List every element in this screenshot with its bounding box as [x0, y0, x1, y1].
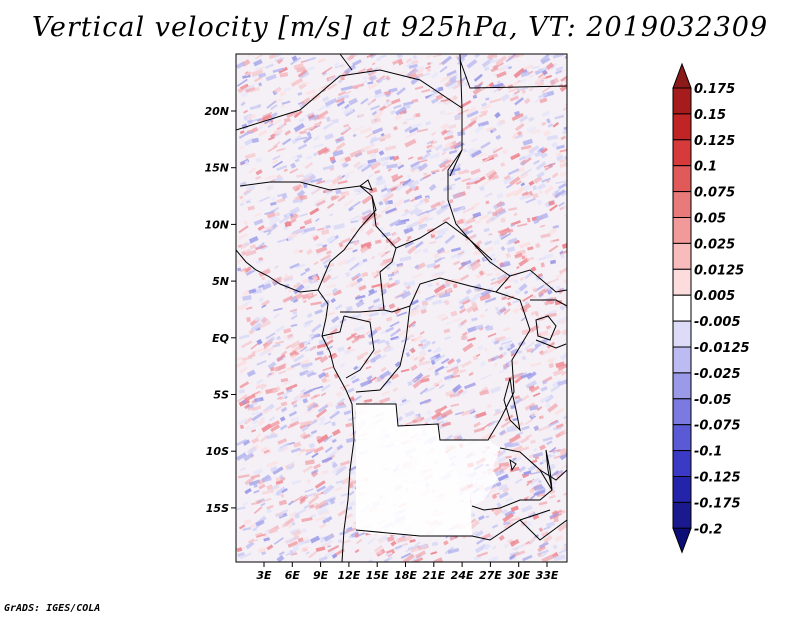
- libya-border: [339, 54, 463, 109]
- colorbar-label: 0.175: [694, 82, 735, 97]
- colorbar-label: 0.05: [694, 212, 726, 227]
- colorbar-swatch: [672, 191, 692, 219]
- gabon-border: [321, 315, 345, 337]
- colorbar-bottom-arrow: [672, 527, 692, 554]
- sudan-border: [459, 59, 567, 293]
- zambia-calm-region: [440, 440, 500, 506]
- zambia-border: [471, 447, 553, 511]
- country-borders: [236, 54, 567, 562]
- colorbar-label: 0.0125: [694, 263, 744, 278]
- colorbar-swatch: [672, 476, 692, 503]
- drc-border: [355, 291, 531, 441]
- lake-victoria: [535, 315, 557, 341]
- colorbar-label: 0.005: [694, 289, 735, 304]
- lon-tick-label: 30E: [507, 569, 530, 582]
- lat-tick-label: 20N: [204, 105, 229, 118]
- lon-tick-label: 18E: [394, 569, 417, 582]
- colorbar-label: -0.1: [694, 445, 722, 460]
- lake-tanganyika: [503, 377, 521, 432]
- colorbar-swatch: [672, 268, 692, 296]
- map-frame: [235, 53, 568, 563]
- lon-tick-label: 15E: [366, 569, 389, 582]
- colorbar: 0.175 0.15 0.125 0.1 0.075 0.05 0.025 0.0125 0.0…: [672, 62, 750, 554]
- lake-chad: [358, 179, 373, 191]
- colorbar-swatch: [672, 294, 692, 322]
- longitude-axis: 3E 6E 9E 12E 15E 18E 21E 24E 27E 30E 33E: [256, 562, 559, 582]
- colorbar-swatch: [672, 346, 692, 374]
- colorbar-label: -0.025: [694, 367, 741, 382]
- lat-tick-label: 5N: [212, 275, 229, 288]
- colorbar-swatch: [672, 424, 692, 452]
- east-africa-border: [530, 299, 567, 349]
- lat-tick-label: 15S: [206, 502, 229, 515]
- lake-mweru: [509, 458, 517, 472]
- colorbar-swatch: [672, 450, 692, 478]
- colorbar-swatch: [672, 320, 692, 348]
- map-title: Vertical velocity [m/s] at 925hPa, VT: 2…: [31, 12, 769, 43]
- lat-tick-label: 15N: [204, 162, 229, 175]
- lon-tick-label: 9E: [313, 569, 329, 582]
- velocity-field: [236, 54, 567, 562]
- colorbar-label: 0.025: [694, 237, 735, 252]
- latitude-axis: 20N 15N 10N 5N EQ 5S 10S 15S: [204, 105, 236, 515]
- colorbar-label: 0.125: [694, 134, 735, 149]
- lat-tick-label: 5S: [213, 389, 229, 402]
- lon-tick-label: 6E: [285, 569, 301, 582]
- colorbar-swatch: [672, 113, 692, 141]
- cameroon-border: [340, 195, 397, 313]
- colorbar-swatch: [672, 87, 692, 115]
- colorbar-label: 0.075: [694, 186, 735, 201]
- lon-tick-label: 3E: [256, 569, 272, 582]
- lat-tick-label: 10S: [206, 445, 229, 458]
- grads-credit: GrADS: IGES/COLA: [4, 603, 101, 614]
- colorbar-label: -0.125: [694, 471, 741, 486]
- lon-tick-label: 27E: [479, 569, 502, 582]
- lat-tick-label: 10N: [204, 218, 229, 231]
- colorbar-swatch: [672, 165, 692, 193]
- colorbar-label: -0.0125: [694, 341, 750, 356]
- colorbar-swatch: [672, 139, 692, 167]
- mozambique-border: [519, 469, 567, 541]
- colorbar-swatch: [672, 217, 692, 244]
- colorbar-label: -0.075: [694, 419, 741, 434]
- colorbar-swatch: [672, 372, 692, 400]
- lon-tick-label: 24E: [451, 569, 474, 582]
- colorbar-swatch: [672, 398, 692, 426]
- angola-calm-region: [356, 404, 472, 536]
- namibia-border: [355, 509, 551, 541]
- colorbar-label: 0.15: [694, 108, 726, 123]
- lon-tick-label: 12E: [337, 569, 360, 582]
- colorbar-swatch: [672, 242, 692, 270]
- colorbar-swatch: [672, 501, 692, 529]
- lat-tick-label: EQ: [212, 332, 229, 345]
- colorbar-label: -0.05: [694, 393, 731, 408]
- lake-malawi: [545, 449, 553, 491]
- lon-tick-label: 33E: [536, 569, 559, 582]
- colorbar-label: -0.005: [694, 315, 741, 330]
- lon-tick-label: 21E: [422, 569, 445, 582]
- colorbar-label: 0.1: [694, 160, 717, 175]
- colorbar-label: -0.2: [694, 522, 722, 537]
- colorbar-label: -0.175: [694, 496, 741, 511]
- colorbar-top-arrow: [672, 62, 692, 89]
- congo-border: [343, 315, 375, 379]
